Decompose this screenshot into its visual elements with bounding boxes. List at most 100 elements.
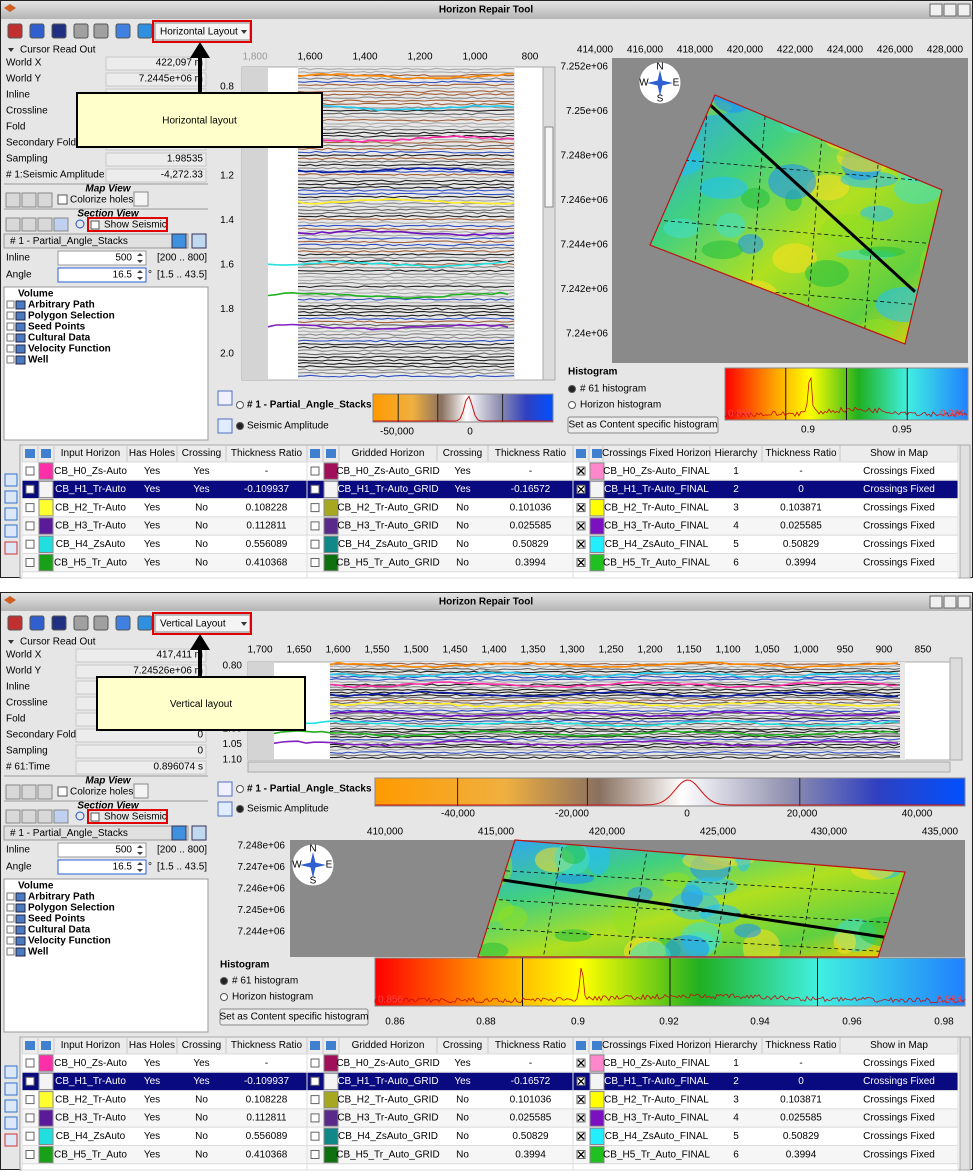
color-swatch[interactable] (589, 554, 605, 572)
color-swatch[interactable] (323, 1109, 339, 1127)
colorbar-attribute[interactable]: Seismic Amplitude (247, 421, 329, 432)
color-swatch[interactable] (38, 554, 54, 572)
tree-item[interactable]: Seed Points (28, 914, 86, 925)
tool-button[interactable] (37, 784, 53, 800)
window-button[interactable] (943, 595, 957, 609)
window-button[interactable] (929, 3, 943, 17)
checkbox-label[interactable]: Show Seismic (104, 812, 167, 823)
row-checkbox[interactable] (310, 1058, 320, 1068)
table-header-text[interactable]: Has Holes (129, 448, 175, 459)
window-button[interactable] (957, 595, 971, 609)
table-scrollbar[interactable] (959, 444, 971, 579)
color-swatch[interactable] (323, 535, 339, 554)
inline-spinbox[interactable] (57, 842, 147, 858)
toolbar-icon[interactable] (29, 615, 45, 631)
toolbar-icon[interactable] (137, 23, 153, 39)
color-swatch[interactable] (38, 1054, 54, 1072)
tool-button[interactable] (21, 192, 37, 208)
tool-button[interactable] (191, 233, 207, 249)
row-checkbox[interactable] (25, 1095, 35, 1105)
table-header-text[interactable]: Hierarchy (715, 1040, 758, 1051)
row-checkbox[interactable] (310, 1113, 320, 1123)
toolbar-icon[interactable] (7, 23, 23, 39)
radio[interactable] (236, 401, 244, 409)
toolbar-icon[interactable] (73, 615, 89, 631)
colormap-icon[interactable] (217, 781, 233, 797)
checkbox[interactable] (90, 812, 100, 822)
tree-item[interactable]: Polygon Selection (28, 903, 115, 914)
colorbar-volume[interactable]: # 1 - Partial_Angle_Stacks (247, 784, 372, 795)
table-header-text[interactable]: Crossing (443, 1040, 482, 1051)
color-swatch[interactable] (589, 1109, 605, 1127)
color-swatch[interactable] (38, 499, 54, 517)
row-checkbox[interactable] (25, 484, 35, 494)
table-header-text[interactable]: Show in Map (870, 1040, 928, 1051)
radio[interactable] (568, 401, 576, 409)
colormap-icon[interactable] (217, 390, 233, 406)
tree-item[interactable]: Polygon Selection (28, 311, 115, 322)
radio[interactable] (220, 993, 228, 1001)
table-header-text[interactable]: Show in Map (870, 448, 928, 459)
scrollbar[interactable] (247, 761, 951, 773)
volume-dropdown-text[interactable]: # 1 - Partial_Angle_Stacks (10, 236, 128, 247)
tree-item[interactable]: Cultural Data (28, 333, 91, 344)
row-checkbox[interactable] (310, 1131, 320, 1141)
row-checkbox[interactable] (310, 484, 320, 494)
row-checkbox[interactable] (25, 1058, 35, 1068)
color-button[interactable] (133, 191, 149, 207)
row-checkbox[interactable] (25, 1131, 35, 1141)
checkbox[interactable] (57, 786, 68, 797)
tree-item[interactable]: Well (28, 355, 49, 366)
histogram-button-text[interactable]: Set as Content specific histogram (220, 1012, 369, 1023)
volume-dropdown-text[interactable]: # 1 - Partial_Angle_Stacks (10, 828, 128, 839)
color-swatch[interactable] (323, 1091, 339, 1109)
table-header-text[interactable]: Thickness Ratio (231, 1040, 303, 1051)
layout-dropdown-text[interactable]: Vertical Layout (160, 619, 226, 630)
color-swatch[interactable] (38, 462, 54, 480)
attribute-icon[interactable] (217, 801, 233, 817)
color-swatch[interactable] (38, 517, 54, 535)
table-tool[interactable] (4, 541, 18, 555)
tree-expander[interactable] (6, 903, 15, 912)
color-swatch[interactable] (323, 499, 339, 517)
tree-expander[interactable] (6, 333, 15, 342)
histogram-option[interactable]: # 61 histogram (580, 384, 646, 395)
table-tool[interactable] (4, 490, 18, 504)
tree-item[interactable]: Arbitrary Path (28, 892, 95, 903)
row-checkbox[interactable] (25, 1113, 35, 1123)
scroll-thumb[interactable] (544, 126, 554, 208)
row-checkbox[interactable] (25, 466, 35, 476)
scrollbar[interactable] (542, 66, 556, 381)
color-swatch[interactable] (589, 499, 605, 517)
row-checkbox[interactable] (310, 1076, 320, 1086)
window-button[interactable] (943, 3, 957, 17)
row-checkbox[interactable] (25, 558, 35, 567)
table-header-text[interactable]: Input Horizon (61, 1040, 120, 1051)
toolbar-icon[interactable] (51, 615, 67, 631)
window-button[interactable] (929, 595, 943, 609)
color-swatch[interactable] (38, 1091, 54, 1109)
color-swatch[interactable] (323, 480, 339, 499)
checkbox-label[interactable]: Colorize holes (70, 195, 133, 206)
row-checkbox[interactable] (25, 1076, 35, 1086)
row-checkbox[interactable] (310, 1150, 320, 1159)
histogram-button[interactable] (219, 1008, 369, 1026)
checkbox-label[interactable]: Colorize holes (70, 787, 133, 798)
tool-button[interactable] (5, 784, 21, 800)
table-header-text[interactable]: Has Holes (129, 1040, 175, 1051)
tree-expander[interactable] (6, 322, 15, 331)
table-tool[interactable] (4, 473, 18, 487)
row-checkbox[interactable] (25, 539, 35, 549)
color-swatch[interactable] (589, 517, 605, 535)
table-header-text[interactable]: Thickness Ratio (495, 1040, 567, 1051)
table-header-text[interactable]: Crossing (182, 448, 221, 459)
tree-expander[interactable] (6, 925, 15, 934)
checkbox-label[interactable]: Show Seismic (104, 220, 167, 231)
color-swatch[interactable] (323, 1072, 339, 1091)
table-scrollbar[interactable] (959, 1036, 971, 1171)
toolbar-icon[interactable] (137, 615, 153, 631)
table-tool[interactable] (4, 1116, 18, 1130)
row-checkbox[interactable] (310, 466, 320, 476)
toolbar-icon[interactable] (115, 615, 131, 631)
inline-value[interactable]: 500 (115, 253, 132, 264)
